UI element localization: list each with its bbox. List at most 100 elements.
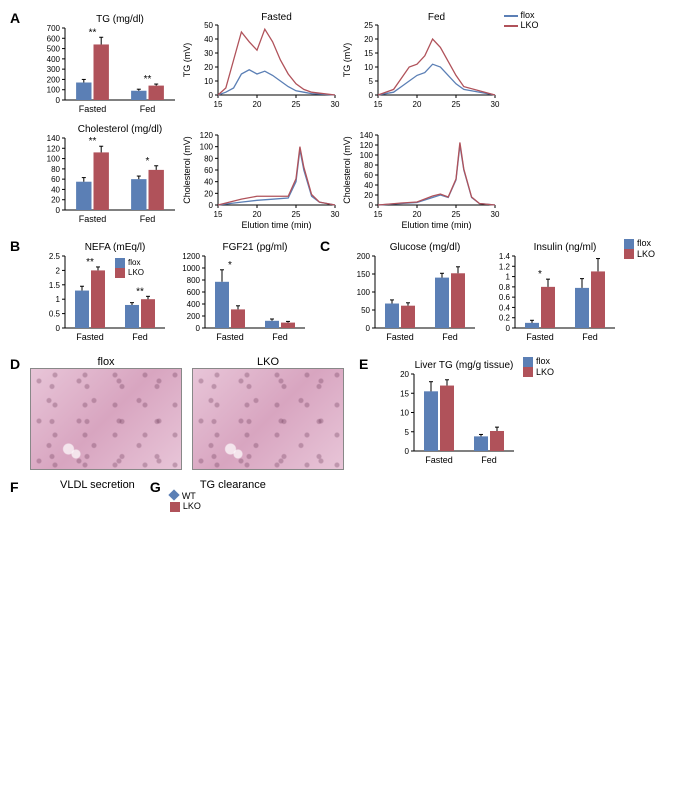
svg-text:Fed: Fed [442,332,458,342]
svg-text:Cholesterol (mV): Cholesterol (mV) [342,136,352,204]
svg-text:80: 80 [364,161,373,170]
svg-text:0: 0 [196,324,201,333]
svg-text:2: 2 [56,266,61,275]
svg-text:30: 30 [491,100,500,109]
histology-image-lko [192,368,344,470]
svg-text:15: 15 [374,100,383,109]
svg-text:300: 300 [47,65,61,74]
svg-text:**: ** [89,136,97,147]
svg-text:15: 15 [374,210,383,219]
legend-lko-label4: LKO [183,501,201,511]
svg-text:15: 15 [400,389,409,398]
svg-text:Fasted: Fasted [216,332,244,342]
svg-text:Fed: Fed [140,214,156,224]
svg-text:40: 40 [364,181,373,190]
svg-text:0: 0 [209,201,214,210]
line-chart-tg-fed: Fed051015202515202530TG (mV) [340,10,500,120]
panel-label-c: C [320,238,330,254]
svg-text:60: 60 [204,166,213,175]
svg-text:200: 200 [47,75,61,84]
svg-text:0: 0 [369,201,374,210]
svg-text:60: 60 [51,175,60,184]
svg-text:10: 10 [204,77,213,86]
svg-text:Fasted: Fasted [76,332,104,342]
bar-chart-liver-tg: Liver TG (mg/g tissue)05101520FastedFed [379,356,519,471]
svg-text:TG (mV): TG (mV) [182,43,192,78]
svg-text:600: 600 [47,34,61,43]
svg-text:Cholesterol (mV): Cholesterol (mV) [182,136,192,204]
panel-label-a: A [10,10,20,26]
svg-text:25: 25 [292,100,301,109]
svg-text:100: 100 [200,143,214,152]
svg-text:2.5: 2.5 [49,252,61,261]
svg-text:20: 20 [413,210,422,219]
svg-text:5: 5 [405,428,410,437]
panel-label-d: D [10,356,20,372]
svg-text:1200: 1200 [182,252,200,261]
legend-e: flox LKO [523,356,554,377]
svg-text:FGF21 (pg/ml): FGF21 (pg/ml) [222,242,287,253]
legend-flox-lko: flox LKO [504,10,539,30]
svg-text:Glucose (mg/dl): Glucose (mg/dl) [390,242,461,253]
svg-text:20: 20 [253,210,262,219]
svg-text:20: 20 [253,100,262,109]
svg-text:100: 100 [47,86,61,95]
bar-chart-insulin: Insulin (ng/ml)00.20.40.60.811.21.4*Fast… [480,238,620,348]
svg-text:*: * [146,156,150,167]
histology-image-flox [30,368,182,470]
line-chart-chol-fed: 02040608010012014015202530Cholesterol (m… [340,120,500,230]
svg-text:200: 200 [187,312,201,321]
line-chart-chol-fasted: 02040608010012015202530Cholesterol (mV)E… [180,120,340,230]
legend-flox-label: flox [521,10,535,20]
legend-lko-label2: LKO [637,249,655,259]
svg-text:400: 400 [187,300,201,309]
svg-text:120: 120 [360,141,374,150]
svg-text:100: 100 [357,288,371,297]
svg-text:50: 50 [204,21,213,30]
panel-g-title: TG clearance [200,479,266,491]
svg-text:15: 15 [214,210,223,219]
svg-text:0: 0 [369,91,374,100]
svg-text:80: 80 [51,165,60,174]
svg-text:0: 0 [56,96,61,105]
panel-label-b: B [10,238,20,254]
svg-text:200: 200 [357,252,371,261]
svg-text:Fasted: Fasted [261,12,292,23]
svg-text:0: 0 [506,324,511,333]
svg-text:1000: 1000 [182,264,200,273]
svg-text:20: 20 [400,370,409,379]
bar-chart-glucose: Glucose (mg/dl)050100150200FastedFed [340,238,480,348]
svg-text:20: 20 [51,196,60,205]
svg-text:30: 30 [491,210,500,219]
svg-text:Fasted: Fasted [79,104,107,114]
svg-text:25: 25 [452,210,461,219]
svg-text:10: 10 [364,63,373,72]
svg-text:40: 40 [51,185,60,194]
svg-text:1.5: 1.5 [49,281,61,290]
legend-lko-label: LKO [521,20,539,30]
svg-text:Fasted: Fasted [79,214,107,224]
svg-text:Elution time (min): Elution time (min) [241,220,311,230]
svg-text:0.4: 0.4 [499,303,511,312]
svg-text:30: 30 [204,49,213,58]
svg-text:15: 15 [364,49,373,58]
svg-text:30: 30 [331,100,340,109]
svg-text:700: 700 [47,24,61,33]
svg-text:0.2: 0.2 [499,314,511,323]
svg-text:TG (mg/dl): TG (mg/dl) [96,14,144,25]
histology-label-lko: LKO [192,356,344,368]
svg-text:40: 40 [204,178,213,187]
svg-text:140: 140 [47,134,61,143]
svg-text:Fed: Fed [140,104,156,114]
svg-text:**: ** [89,27,97,38]
svg-text:500: 500 [47,45,61,54]
svg-text:Fasted: Fasted [425,455,453,465]
svg-text:0: 0 [366,324,371,333]
bar-chart-chol: Cholesterol (mg/dl)020406080100120140**F… [30,120,180,230]
svg-text:400: 400 [47,55,61,64]
svg-text:Fed: Fed [132,332,148,342]
svg-text:100: 100 [360,151,374,160]
svg-text:Cholesterol (mg/dl): Cholesterol (mg/dl) [78,124,162,135]
svg-text:25: 25 [292,210,301,219]
legend-flox-label3: flox [536,356,550,366]
